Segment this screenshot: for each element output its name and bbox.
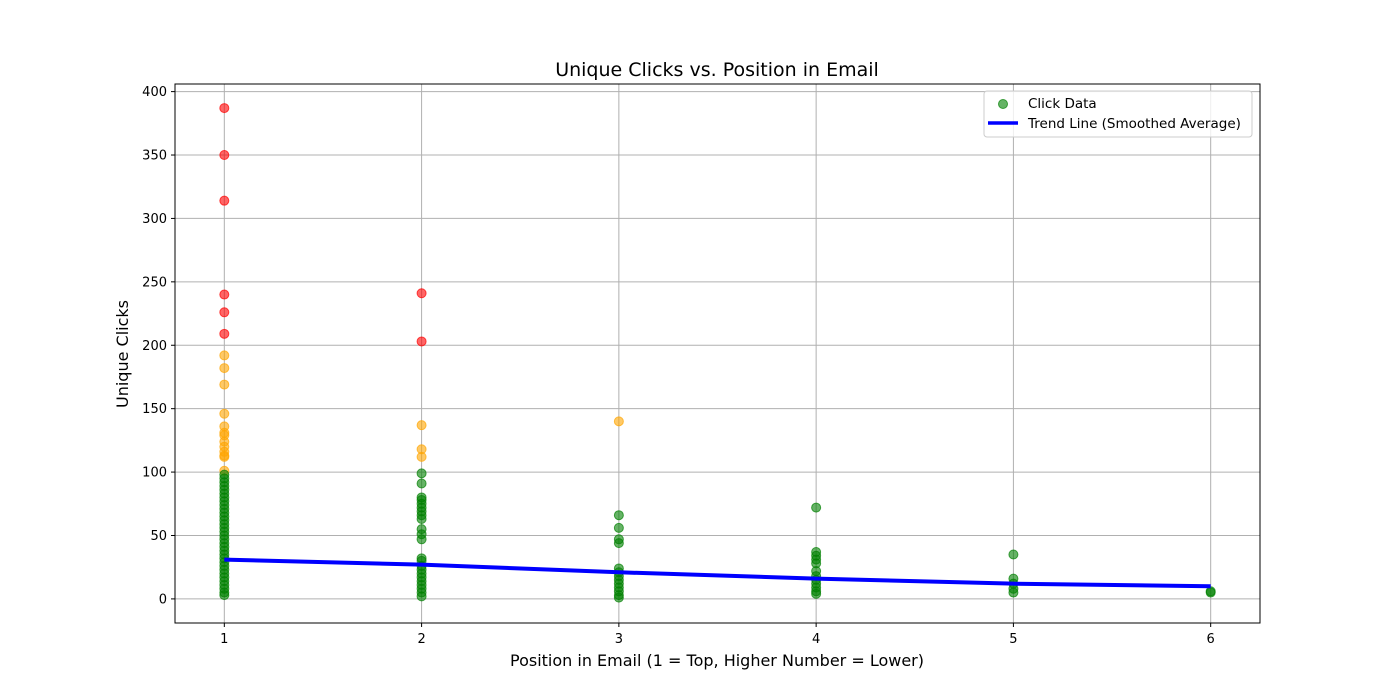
trend-line: [224, 557, 1211, 589]
y-tick-label: 150: [142, 402, 167, 417]
legend-box: [983, 90, 1253, 138]
plot-frame: [174, 83, 1261, 624]
data-point: [416, 288, 427, 299]
data-point: [219, 590, 230, 601]
grid: [175, 84, 1260, 623]
data-point: [613, 592, 624, 603]
trend-line-layer: [224, 557, 1211, 589]
y-tick-label: 100: [142, 466, 167, 481]
y-tick-label: 50: [150, 529, 167, 544]
x-tick-label: 2: [417, 632, 425, 647]
x-tick-label: 3: [615, 632, 623, 647]
data-point: [219, 195, 230, 206]
chart-title: Unique Clicks vs. Position in Email: [555, 59, 879, 81]
ticks: 1 2 3 4 5 6 0 50 100 150 200 250 300 350 400: [142, 85, 1215, 647]
data-point: [219, 363, 230, 374]
data-point: [613, 538, 624, 549]
y-tick-label: 200: [142, 339, 167, 354]
data-point: [416, 420, 427, 431]
data-point: [219, 408, 230, 419]
data-point: [219, 350, 230, 361]
data-point: [219, 289, 230, 300]
data-point: [416, 514, 427, 525]
data-point: [219, 379, 230, 390]
y-tick-label: 350: [142, 149, 167, 164]
data-point: [1008, 587, 1019, 598]
data-point: [219, 103, 230, 114]
y-tick-label: 300: [142, 212, 167, 227]
x-tick-label: 6: [1207, 632, 1215, 647]
data-point: [416, 478, 427, 489]
legend-marker-click-data: [998, 99, 1008, 109]
data-point: [811, 588, 822, 599]
data-point: [1008, 549, 1019, 560]
x-tick-label: 5: [1009, 632, 1017, 647]
x-tick-label: 4: [812, 632, 820, 647]
data-point: [416, 451, 427, 462]
x-tick-label: 1: [220, 632, 228, 647]
data-point: [811, 502, 822, 513]
data-point: [219, 451, 230, 462]
data-point: [219, 150, 230, 161]
data-point: [219, 307, 230, 318]
legend-label-trend-line: Trend Line (Smoothed Average): [1027, 116, 1241, 132]
y-tick-label: 400: [142, 85, 167, 100]
y-tick-label: 0: [159, 592, 167, 607]
data-point: [416, 534, 427, 545]
legend-label-click-data: Click Data: [1028, 96, 1097, 112]
data-point: [613, 416, 624, 427]
y-tick-label: 250: [142, 275, 167, 290]
data-point: [416, 468, 427, 479]
data-point: [416, 591, 427, 602]
x-axis-title: Position in Email (1 = Top, Higher Numbe…: [510, 651, 924, 670]
legend: Click Data Trend Line (Smoothed Average): [983, 90, 1253, 138]
data-point: [219, 328, 230, 339]
data-point: [1205, 587, 1216, 598]
data-point: [613, 510, 624, 521]
data-point: [416, 336, 427, 347]
y-axis-title: Unique Clicks: [113, 300, 132, 408]
data-point: [613, 522, 624, 533]
